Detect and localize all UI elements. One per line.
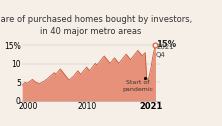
Title: Share of purchased homes bought by investors,
in 40 major metro areas: Share of purchased homes bought by inves… [0, 15, 192, 36]
Text: 2021
Q4: 2021 Q4 [156, 44, 174, 58]
Text: Start of
pandemic: Start of pandemic [123, 80, 154, 92]
Text: 15%: 15% [156, 40, 176, 49]
